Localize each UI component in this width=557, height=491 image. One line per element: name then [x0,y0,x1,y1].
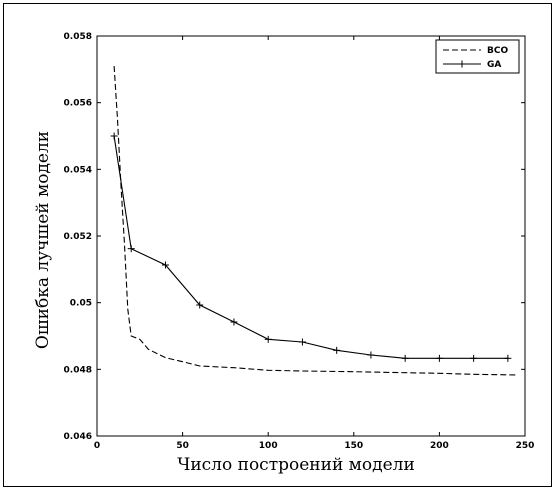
y-tick-label: 0.048 [64,365,92,375]
legend-label-bco: BCO [487,46,508,56]
x-tick-label: 100 [259,441,278,451]
data-point-ga [504,354,512,362]
y-tick-label: 0.054 [64,165,92,175]
series-line-ga [113,135,508,359]
data-point-ga [367,351,375,359]
y-tick-label: 0.05 [70,299,92,309]
x-tick-label: 0 [94,441,100,451]
data-point-ga [264,335,272,343]
x-tick-label: 250 [516,441,535,451]
data-point-ga [333,346,341,354]
chart-frame [3,3,552,487]
x-tick-label: 150 [344,441,363,451]
x-axis-label: Число построений модели [177,455,415,475]
legend-box [435,39,520,74]
axis-ticks: 0 50 100 150 200 250 0.046 0.048 0.05 0.052 0.054 0… [64,32,535,451]
x-tick-label: 50 [176,441,189,451]
data-point-ga [196,301,204,309]
data-point-ga [230,318,238,326]
data-point-ga [298,338,306,346]
series-line-bco [113,65,517,376]
legend-label-ga: GA [487,60,501,70]
y-tick-label: 0.052 [64,232,92,242]
y-axis-label: Ошибка лучшей модели [33,131,53,349]
y-tick-label: 0.058 [64,32,92,42]
y-tick-label: 0.046 [64,432,92,442]
data-point-ga [401,354,409,362]
series-layer [110,65,517,376]
data-point-ga [161,261,169,269]
legend: BCO GA [435,39,520,74]
data-point-ga [470,354,478,362]
data-point-ga [435,354,443,362]
x-tick-label: 200 [430,441,449,451]
data-point-ga [127,245,135,253]
plot-area [96,35,526,437]
data-point-ga [110,132,118,140]
y-tick-label: 0.056 [64,99,92,109]
